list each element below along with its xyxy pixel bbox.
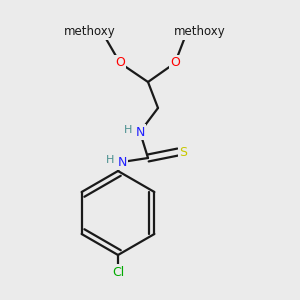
Text: O: O bbox=[170, 56, 180, 70]
Text: H: H bbox=[124, 125, 132, 135]
Text: O: O bbox=[115, 56, 125, 70]
Text: methoxy: methoxy bbox=[174, 26, 226, 38]
Text: methoxy: methoxy bbox=[64, 26, 116, 38]
Text: N: N bbox=[117, 155, 127, 169]
Text: S: S bbox=[179, 146, 187, 158]
Text: Cl: Cl bbox=[112, 266, 124, 278]
Text: N: N bbox=[135, 125, 145, 139]
Text: H: H bbox=[106, 155, 114, 165]
